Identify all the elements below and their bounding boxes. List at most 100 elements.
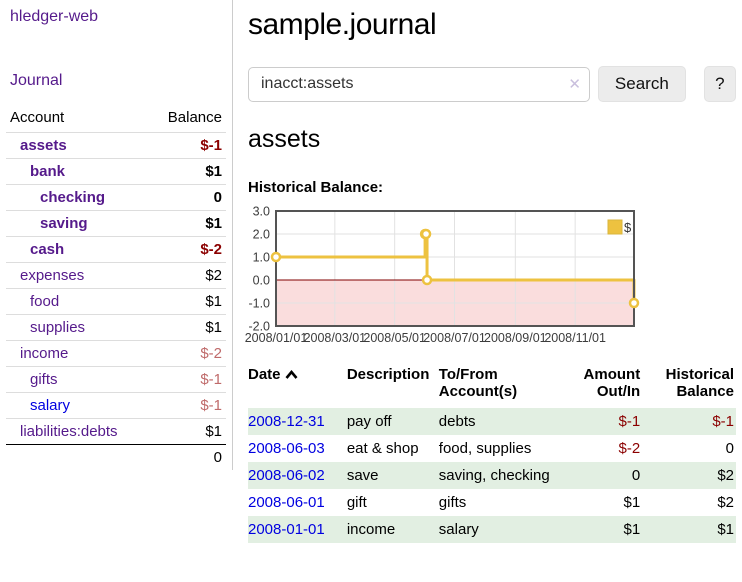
main-content: sample.journal ✕ Search ? assets Histori… — [233, 0, 742, 543]
account-balance: $2 — [149, 262, 226, 289]
svg-text:2008/09/01: 2008/09/01 — [484, 331, 547, 345]
sidebar-item-journal[interactable]: Journal — [10, 72, 63, 89]
chart-title: Historical Balance: — [248, 179, 384, 196]
accounts-total: 0 — [149, 444, 226, 470]
account-link-liabilities-debts[interactable]: liabilities:debts — [20, 423, 118, 440]
transaction-date-link[interactable]: 2008-06-02 — [248, 467, 325, 484]
clear-search-icon[interactable]: ✕ — [568, 75, 581, 93]
transaction-accounts: saving, checking — [438, 467, 550, 484]
account-balance: $-2 — [149, 236, 226, 263]
transaction-accounts: debts — [438, 413, 476, 430]
register-header-amount: Amount Out/In — [583, 366, 641, 400]
account-balance: $1 — [149, 288, 226, 315]
transaction-row[interactable]: 2008-12-31 pay off debts $-1 $-1 — [248, 408, 736, 435]
accounts-header-balance: Balance — [167, 109, 222, 126]
account-link-assets[interactable]: assets — [20, 137, 67, 154]
account-row: salary $-1 — [6, 392, 226, 419]
account-link-expenses[interactable]: expenses — [20, 267, 85, 284]
account-balance: $-1 — [149, 392, 226, 419]
account-balance: $-2 — [149, 340, 226, 367]
transaction-balance: $2 — [717, 494, 734, 511]
account-row: bank $1 — [6, 158, 226, 185]
svg-text:2008/05/01: 2008/05/01 — [363, 331, 426, 345]
svg-text:-2.0: -2.0 — [248, 320, 270, 334]
account-balance: $-1 — [149, 132, 226, 159]
account-row: income $-2 — [6, 340, 226, 367]
transaction-description: save — [346, 467, 379, 484]
account-link-food[interactable]: food — [30, 293, 60, 310]
transaction-date-link[interactable]: 2008-06-01 — [248, 494, 325, 511]
date-header-label: Date — [248, 366, 281, 383]
svg-text:2008/11/01: 2008/11/01 — [544, 331, 606, 345]
account-row: saving $1 — [6, 210, 226, 237]
transaction-date-link[interactable]: 2008-12-31 — [248, 413, 325, 430]
transaction-description: income — [346, 521, 396, 538]
account-row: expenses $2 — [6, 262, 226, 289]
transaction-balance: 0 — [725, 440, 734, 457]
historical-balance-chart: 3.0 2.0 1.0 0.0 -1.0 -2.0 2008/01/01 2008/03/01… — [245, 205, 736, 347]
page-title: sample.journal — [248, 8, 437, 41]
help-button[interactable]: ? — [703, 66, 736, 102]
transaction-balance: $2 — [717, 467, 734, 484]
account-row: gifts $-1 — [6, 366, 226, 393]
account-row: cash $-2 — [6, 236, 226, 263]
account-balance: $1 — [149, 158, 226, 185]
svg-text:3.0: 3.0 — [253, 205, 270, 219]
transaction-description: gift — [346, 494, 367, 511]
account-row: checking 0 — [6, 184, 226, 211]
transaction-row[interactable]: 2008-01-01 income salary $1 $1 — [248, 516, 736, 543]
accounts-header-account: Account — [10, 109, 65, 126]
transaction-description: pay off — [346, 413, 392, 430]
account-balance: $1 — [149, 210, 226, 237]
transaction-balance: $1 — [717, 521, 734, 538]
account-heading: assets — [248, 125, 321, 153]
transaction-date-link[interactable]: 2008-01-01 — [248, 521, 325, 538]
transaction-description: eat & shop — [346, 440, 419, 457]
transaction-amount: $1 — [623, 521, 641, 538]
account-link-bank[interactable]: bank — [30, 163, 66, 180]
account-link-income[interactable]: income — [20, 345, 69, 362]
transaction-row[interactable]: 2008-06-03 eat & shop food, supplies $-2… — [248, 435, 736, 462]
svg-text:$: $ — [624, 220, 632, 235]
account-balance: 0 — [149, 184, 226, 211]
register-header-tofrom: To/From Account(s) — [438, 366, 518, 400]
account-link-cash[interactable]: cash — [30, 241, 65, 258]
svg-text:2008/03/01: 2008/03/01 — [304, 331, 367, 345]
transaction-accounts: salary — [438, 521, 479, 538]
transaction-row[interactable]: 2008-06-02 save saving, checking 0 $2 — [248, 462, 736, 489]
account-balance: $-1 — [149, 366, 226, 393]
app-title-link[interactable]: hledger-web — [10, 8, 99, 25]
accounts-table: Account Balance assets $-1 bank $1 check… — [6, 106, 226, 470]
search-button[interactable]: Search — [597, 66, 686, 102]
account-link-gifts[interactable]: gifts — [30, 371, 58, 388]
svg-text:-1.0: -1.0 — [248, 297, 270, 311]
register-table: Date Description To/From Account(s) Amou… — [248, 364, 736, 543]
register-header-balance: Historical Balance — [665, 366, 734, 400]
account-link-supplies[interactable]: supplies — [30, 319, 86, 336]
svg-text:0.0: 0.0 — [253, 274, 270, 288]
sidebar: hledger-web Journal Account Balance asse… — [0, 0, 233, 470]
account-link-salary[interactable]: salary — [30, 397, 71, 414]
transaction-amount: $-1 — [618, 413, 641, 430]
accounts-total-row: 0 — [6, 444, 226, 470]
transaction-balance: $-1 — [712, 413, 734, 430]
account-row: assets $-1 — [6, 132, 226, 159]
account-link-checking[interactable]: checking — [40, 189, 106, 206]
transaction-accounts: food, supplies — [438, 440, 532, 457]
sort-ascending-icon — [285, 367, 298, 384]
svg-text:2.0: 2.0 — [253, 228, 270, 242]
account-row: food $1 — [6, 288, 226, 315]
search-input[interactable] — [248, 66, 590, 102]
account-link-saving[interactable]: saving — [40, 215, 88, 232]
search-form: ✕ Search ? — [248, 66, 736, 102]
transaction-row[interactable]: 2008-06-01 gift gifts $1 $2 — [248, 489, 736, 516]
register-header-description: Description — [346, 366, 430, 383]
transaction-amount: $-2 — [618, 440, 641, 457]
account-balance: $1 — [149, 314, 226, 341]
chart-canvas: 3.0 2.0 1.0 0.0 -1.0 -2.02008/01/012008/03/01… — [245, 205, 640, 345]
svg-text:1.0: 1.0 — [253, 251, 270, 265]
account-row: liabilities:debts $1 — [6, 418, 226, 445]
register-header-date[interactable]: Date — [248, 364, 347, 408]
transaction-date-link[interactable]: 2008-06-03 — [248, 440, 325, 457]
transaction-amount: $1 — [623, 494, 641, 511]
